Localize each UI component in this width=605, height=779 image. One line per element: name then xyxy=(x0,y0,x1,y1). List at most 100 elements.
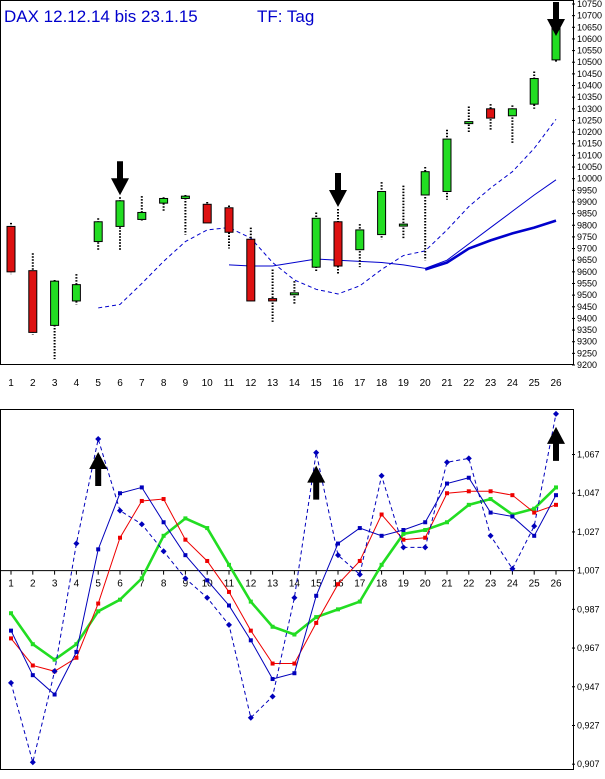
price-y-tick-label: 10500 xyxy=(577,57,602,67)
oscillator-point xyxy=(553,410,559,417)
osc-x-tick-label: 13 xyxy=(267,579,279,590)
price-x-tick-label: 10 xyxy=(202,378,214,389)
oscillator-point xyxy=(336,582,340,587)
oscillator-point xyxy=(314,593,319,598)
price-y-tick-label: 10100 xyxy=(577,150,602,160)
price-y-tick-label: 9600 xyxy=(577,267,597,277)
price-y-tick-label: 10650 xyxy=(577,22,602,32)
candle-body xyxy=(202,203,212,224)
price-y-tick-label: 10350 xyxy=(577,92,602,102)
oscillator-point xyxy=(205,526,210,531)
price-x-tick-label: 3 xyxy=(52,378,58,389)
oscillator-point xyxy=(248,638,253,643)
price-y-tick-label: 9550 xyxy=(577,278,597,288)
price-plot-area xyxy=(0,0,574,365)
oscillator-point xyxy=(466,502,471,507)
oscillator-point xyxy=(248,628,253,633)
oscillator-point xyxy=(205,558,210,563)
candle-body xyxy=(486,108,496,119)
candle-body xyxy=(442,138,452,192)
price-x-tick-label: 16 xyxy=(332,378,344,389)
oscillator-point xyxy=(270,624,275,629)
arrow-down-marker xyxy=(111,161,129,196)
candle-body xyxy=(355,229,365,251)
candle-body xyxy=(529,78,539,105)
candle-body xyxy=(311,217,321,268)
oscillator-point xyxy=(227,589,231,594)
oscillator-point xyxy=(291,594,298,601)
oscillator-point xyxy=(204,594,211,601)
oscillator-point xyxy=(510,493,515,498)
oscillator-point xyxy=(51,668,58,675)
osc-x-tick-label: 11 xyxy=(224,579,235,590)
oscillator-line-4 xyxy=(9,486,557,662)
oscillator-point xyxy=(357,526,362,531)
chart-title: DAX 12.12.14 bis 23.1.15 xyxy=(4,7,198,26)
candle-body xyxy=(28,270,38,333)
osc-x-tick-label: 15 xyxy=(311,579,323,590)
oscillator-point xyxy=(554,502,558,507)
osc-y-tick-label: 1,047 xyxy=(577,488,600,498)
oscillator-point xyxy=(269,693,276,700)
oscillator-point xyxy=(227,603,231,608)
candle-body xyxy=(398,223,408,227)
oscillator-point xyxy=(532,533,537,538)
price-y-tick-label: 10750 xyxy=(577,0,602,9)
price-y-tick-label: 9350 xyxy=(577,325,597,335)
price-x-tick-label: 12 xyxy=(245,378,257,389)
price-y-tick-label: 9800 xyxy=(577,220,597,230)
oscillator-point xyxy=(96,609,101,614)
oscillator-point xyxy=(422,544,429,551)
oscillator-point xyxy=(335,552,341,559)
oscillator-point xyxy=(554,485,558,490)
oscillator-point xyxy=(139,576,144,581)
oscillator-point xyxy=(9,636,13,641)
oscillator-point xyxy=(161,533,166,538)
price-y-tick-label: 10000 xyxy=(577,174,602,184)
price-x-tick-label: 22 xyxy=(463,378,475,389)
price-x-tick-label: 8 xyxy=(161,378,167,389)
oscillator-point xyxy=(509,565,516,572)
oscillator-point xyxy=(466,489,471,494)
oscillator-point xyxy=(292,671,297,676)
price-y-tick-label: 9900 xyxy=(577,197,597,207)
price-y-tick-label: 9850 xyxy=(577,209,597,219)
oscillator-point xyxy=(401,537,406,542)
oscillator-point xyxy=(554,493,558,498)
oscillator-point xyxy=(183,553,188,558)
osc-x-tick-label: 18 xyxy=(376,579,388,590)
price-y-tick-label: 9650 xyxy=(577,255,597,265)
oscillator-point xyxy=(357,599,362,604)
candle-body xyxy=(71,284,81,302)
timeframe-label: TF: Tag xyxy=(257,7,315,26)
candle-body xyxy=(180,195,190,199)
price-x-tick-label: 17 xyxy=(354,378,366,389)
price-y-tick-label: 10400 xyxy=(577,81,602,91)
oscillator-point xyxy=(30,663,35,668)
osc-y-tick-label: 1,007 xyxy=(577,566,600,576)
osc-x-tick-label: 7 xyxy=(139,579,145,590)
price-x-tick-label: 14 xyxy=(289,378,301,389)
oscillator-point xyxy=(314,620,319,625)
osc-x-tick-label: 20 xyxy=(420,579,432,590)
price-y-tick-label: 9500 xyxy=(577,290,597,300)
candle-body xyxy=(268,298,278,302)
price-x-tick-label: 11 xyxy=(224,378,235,389)
oscillator-point xyxy=(270,677,275,682)
oscillator-point xyxy=(248,599,253,604)
oscillator-point xyxy=(9,628,13,633)
price-y-tick-label: 9400 xyxy=(577,313,597,323)
moving-average-line-3 xyxy=(424,219,557,271)
oscillator-point xyxy=(52,657,57,662)
price-y-tick-label: 10150 xyxy=(577,139,602,149)
price-x-tick-label: 7 xyxy=(139,378,145,389)
oscillator-point xyxy=(270,661,275,666)
oscillator-point xyxy=(138,521,145,528)
oscillator-point xyxy=(30,642,35,647)
osc-x-tick-label: 3 xyxy=(52,579,58,590)
candle-body xyxy=(464,121,474,125)
oscillator-point xyxy=(8,679,14,686)
price-x-tick-label: 19 xyxy=(398,378,410,389)
oscillator-point xyxy=(118,491,122,496)
osc-y-tick-label: 0,987 xyxy=(577,604,600,614)
